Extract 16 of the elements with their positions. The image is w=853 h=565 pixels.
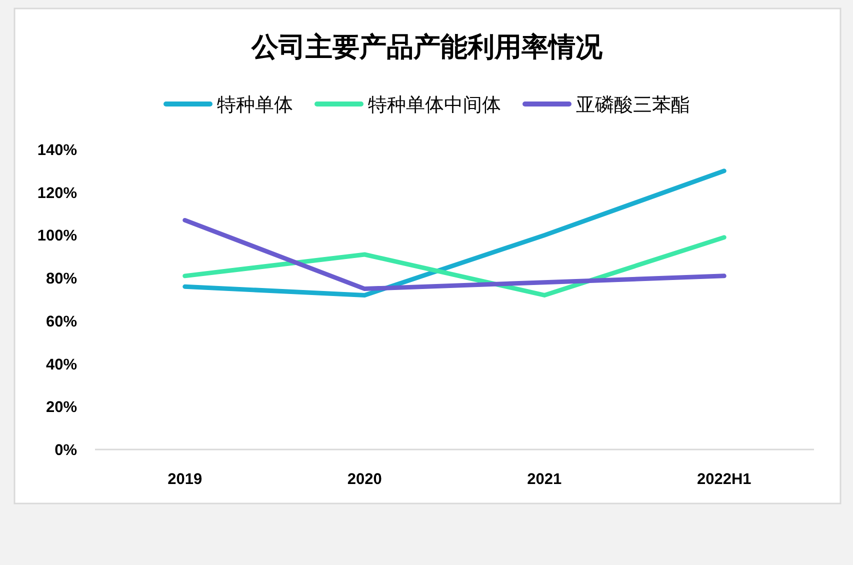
y-tick-label: 20% <box>46 399 78 416</box>
x-tick-label: 2021 <box>527 471 562 488</box>
y-tick-label: 60% <box>46 313 78 330</box>
y-tick-label: 100% <box>37 228 78 245</box>
x-tick-label: 2020 <box>347 471 382 488</box>
legend-label: 亚磷酸三苯酯 <box>576 95 690 116</box>
title: 公司主要产品产能利用率情况 <box>252 32 602 62</box>
y-tick-label: 120% <box>37 184 78 202</box>
y-tick-label: 140% <box>37 142 78 159</box>
y-tick-label: 0% <box>54 442 78 459</box>
legend-label: 特种单体中间体 <box>368 95 501 116</box>
x-tick-label: 2019 <box>168 471 202 488</box>
y-tick-label: 40% <box>46 356 78 374</box>
y-tick-label: 80% <box>46 270 78 288</box>
x-tick-label: 2022H1 <box>696 471 752 488</box>
legend-label: 特种单体 <box>217 95 293 116</box>
